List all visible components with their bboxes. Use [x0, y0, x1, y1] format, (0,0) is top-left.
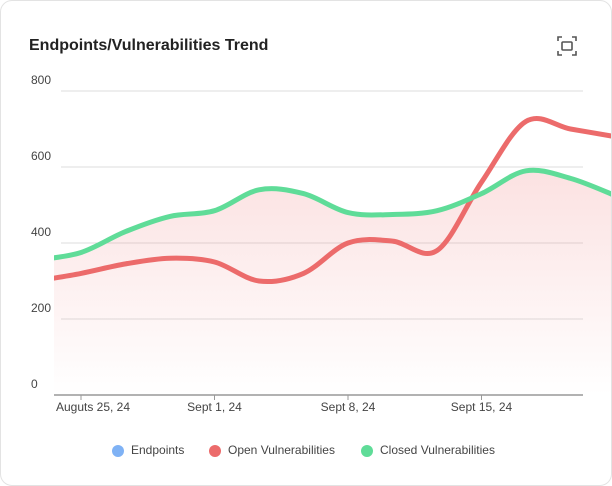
- legend-label: Open Vulnerabilities: [228, 443, 335, 457]
- legend-label: Closed Vulnerabilities: [380, 443, 495, 457]
- legend-swatch: [112, 445, 124, 457]
- area-fill: [54, 170, 611, 395]
- expand-icon[interactable]: [557, 36, 577, 56]
- legend-swatch: [209, 445, 221, 457]
- x-tick-label: Sept 8, 24: [321, 400, 376, 414]
- y-tick-label: 600: [31, 149, 51, 163]
- legend-item[interactable]: Endpoints: [112, 443, 184, 457]
- legend-label: Endpoints: [131, 443, 184, 457]
- x-tick-label: Sept 1, 24: [187, 400, 242, 414]
- chart-title: Endpoints/Vulnerabilities Trend: [29, 37, 268, 54]
- legend-swatch: [361, 445, 373, 457]
- x-tick-label: Auguts 25, 24: [56, 400, 130, 414]
- legend-item[interactable]: Open Vulnerabilities: [209, 443, 335, 457]
- series-line: [54, 167, 611, 261]
- y-tick-label: 200: [31, 301, 51, 315]
- legend-item[interactable]: Closed Vulnerabilities: [361, 443, 495, 457]
- y-tick-label: 0: [31, 377, 38, 391]
- plot: [54, 116, 611, 395]
- y-tick-label: 400: [31, 225, 51, 239]
- y-tick-label: 800: [31, 73, 51, 87]
- x-tick-label: Sept 15, 24: [451, 400, 513, 414]
